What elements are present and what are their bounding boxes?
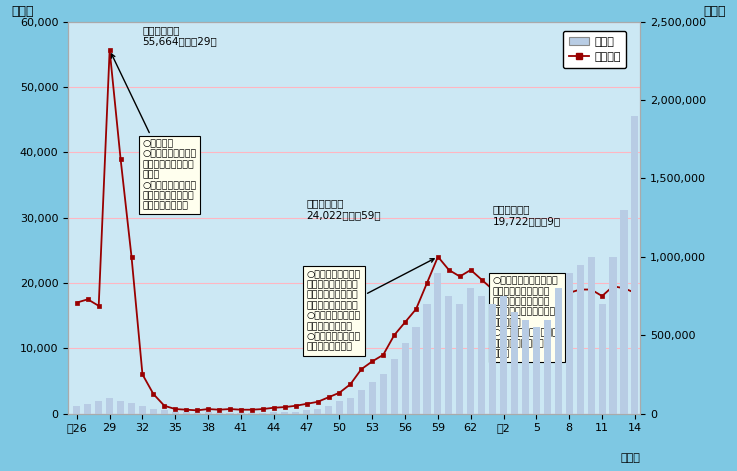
Bar [106, 398, 113, 414]
Bar [347, 398, 354, 414]
Text: 第三次乱用期
19,722人（平9）: 第三次乱用期 19,722人（平9） [492, 204, 561, 226]
Bar [215, 413, 223, 414]
Y-axis label: （ｇ）: （ｇ） [704, 5, 726, 18]
Bar [117, 401, 124, 414]
Bar [632, 116, 638, 414]
Text: 第二次乱用期
24,022人（昭59）: 第二次乱用期 24,022人（昭59） [307, 198, 381, 219]
Bar [150, 409, 157, 414]
Bar [424, 304, 430, 414]
Legend: 押収量, 検挙人員: 押収量, 検挙人員 [563, 31, 626, 68]
Bar [555, 288, 562, 414]
Bar [357, 390, 365, 414]
Bar [84, 404, 91, 414]
Bar [368, 382, 376, 414]
Bar [598, 304, 606, 414]
Bar [478, 296, 485, 414]
Bar [576, 265, 584, 414]
Bar [95, 401, 102, 414]
Bar [402, 343, 408, 414]
Bar [587, 257, 595, 414]
Bar [183, 413, 190, 414]
Text: ○国内密造
○敗戦で荒廃した社
　会にヒロポンが大
　流行
○罰則強化、徹底取
　締り、国民運動展
　開により沈静化: ○国内密造 ○敗戦で荒廃した社 会にヒロポンが大 流行 ○罰則強化、徹底取 締り… [111, 54, 197, 211]
Bar [314, 409, 321, 414]
Bar [325, 406, 332, 414]
Bar [456, 304, 464, 414]
Text: ○暴力団に加え、イラン
　人等密売組織の街頭
　や携帯電話による販
　売（仕出地は主に中国、
　北朝鮮）
○中・高校生のファッシ
　ョン感覚による乱用
　急増: ○暴力団に加え、イラン 人等密売組織の街頭 や携帯電話による販 売（仕出地は主に… [492, 276, 562, 358]
Bar [282, 412, 288, 414]
Bar [292, 412, 299, 414]
Text: 第一次乱用期
55,664人（昭29）: 第一次乱用期 55,664人（昭29） [142, 25, 217, 47]
Bar [489, 304, 496, 414]
Bar [533, 327, 540, 414]
Bar [434, 273, 441, 414]
Bar [303, 411, 310, 414]
Bar [413, 327, 419, 414]
Bar [259, 413, 266, 414]
Bar [445, 296, 453, 414]
Bar [270, 412, 277, 414]
Bar [128, 403, 135, 414]
Bar [522, 319, 529, 414]
Bar [609, 257, 617, 414]
Bar [511, 312, 518, 414]
Bar [172, 412, 179, 414]
Bar [237, 413, 245, 414]
Bar [544, 319, 551, 414]
Bar [380, 374, 387, 414]
Bar [73, 406, 80, 414]
Bar [566, 273, 573, 414]
Bar [467, 288, 475, 414]
Bar [621, 210, 627, 414]
Bar [226, 413, 234, 414]
Bar [391, 359, 398, 414]
Bar [194, 413, 200, 414]
Bar [500, 296, 507, 414]
Bar [139, 406, 146, 414]
Bar [161, 411, 168, 414]
Y-axis label: （人）: （人） [11, 5, 33, 18]
Bar [336, 401, 343, 414]
Text: （年）: （年） [621, 453, 640, 463]
Text: ○暴力団の資金源と
　してのシャブの密
　輸密売（仕出地は
　主に韓国、台湾）
○青少年の乱用と中
　毒者の凶悪犯罪
○徹底取締りにも完
　全に沈静化せず: ○暴力団の資金源と してのシャブの密 輸密売（仕出地は 主に韓国、台湾） ○青少… [307, 259, 434, 352]
Bar [205, 413, 212, 414]
Bar [248, 413, 256, 414]
